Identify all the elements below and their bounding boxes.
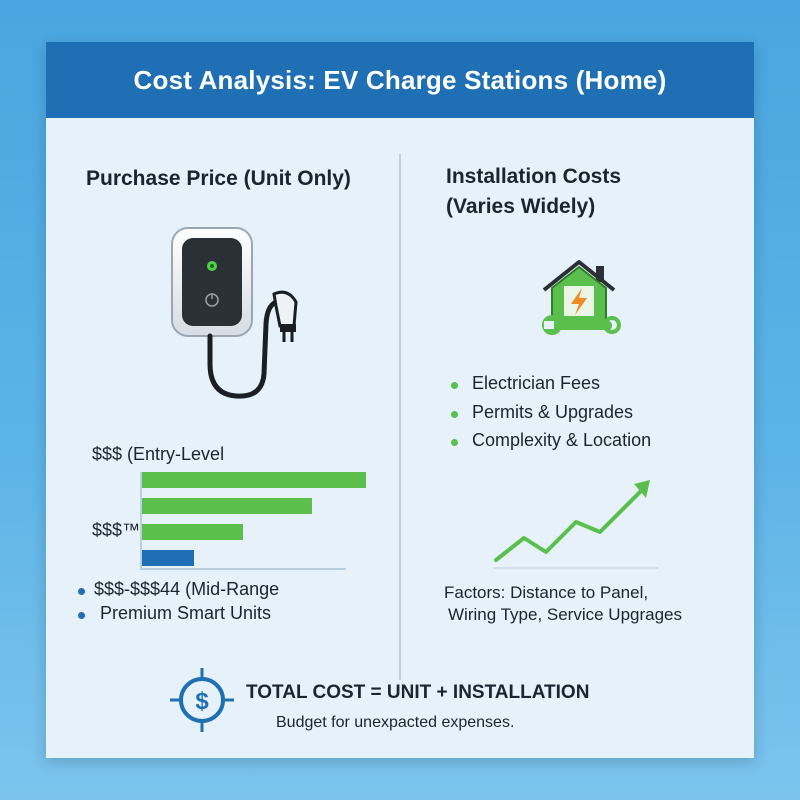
total-cost-formula: TOTAL COST = UNIT + INSTALLATION [246, 682, 590, 703]
installation-heading: Installation Costs [446, 165, 622, 188]
bar-axis [140, 472, 142, 570]
price-label-entry: $$$ (Entry-Level [92, 444, 225, 464]
dollar-symbol: $ [195, 688, 209, 715]
purchase-price-heading: Purchase Price (Unit Only) [86, 167, 351, 190]
bullet-dot [78, 612, 85, 619]
bullet-premium: Premium Smart Units [100, 603, 272, 623]
title-banner: Cost Analysis: EV Charge Stations (Home) [46, 42, 754, 118]
wrench-icon [542, 315, 621, 335]
price-bar [142, 550, 194, 566]
bullet-mid-range: $$$-$$$44 (Mid-Range [94, 579, 280, 599]
dollar-target-icon: $ [170, 668, 234, 732]
price-label-tm: $$$™ [92, 520, 141, 540]
ev-charger-icon [171, 227, 298, 399]
house-bolt-icon [542, 260, 616, 325]
price-bar [142, 524, 243, 540]
factors-line-2: Wiring Type, Service Upgrages [448, 605, 683, 624]
bullet-permits: Permits & Upgrades [472, 402, 634, 422]
bullet-electrician: Electrician Fees [472, 373, 601, 393]
price-bar [142, 498, 312, 514]
infographic-card: Cost Analysis: EV Charge Stations (Home)… [46, 42, 754, 758]
bar-baseline [140, 568, 346, 570]
bullet-dot [451, 382, 458, 389]
installation-subheading: (Varies Widely) [446, 195, 596, 218]
bullet-complexity: Complexity & Location [472, 430, 652, 450]
bullet-dot [451, 439, 458, 446]
factors-line-1: Factors: Distance to Panel, [444, 583, 649, 602]
column-divider [399, 154, 401, 680]
page-title: Cost Analysis: EV Charge Stations (Home) [133, 64, 667, 95]
price-bar [142, 472, 366, 488]
trend-up-icon [494, 480, 658, 569]
bullet-dot [451, 411, 458, 418]
budget-note: Budget for unexpacted expenses. [276, 714, 515, 731]
bullet-dot [78, 588, 85, 595]
